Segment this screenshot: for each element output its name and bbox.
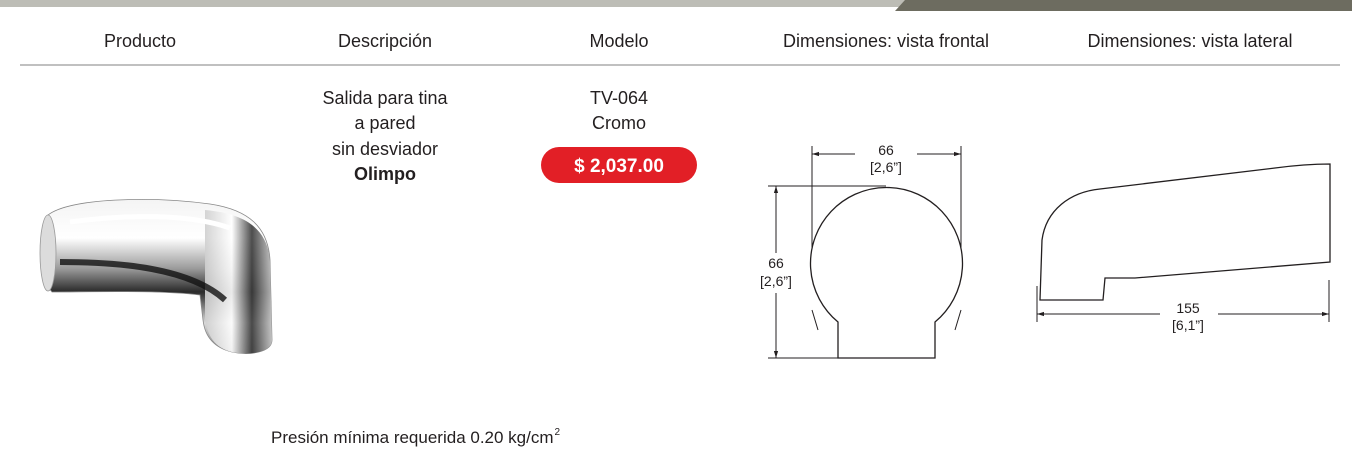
note-superscript: 2 [555, 427, 561, 438]
finish: Cromo [592, 113, 646, 133]
price-badge [541, 147, 697, 183]
product-image [39, 199, 273, 354]
model: TV-064 [590, 88, 648, 108]
dimension-label: 66 [768, 255, 784, 271]
description-line: a pared [354, 113, 415, 133]
top-bar [0, 0, 1352, 7]
dimension-label: [2,6”] [870, 159, 902, 175]
dimension-label: [6,1”] [1172, 317, 1204, 333]
dimension-label: 155 [1176, 300, 1200, 316]
product-line: Olimpo [354, 164, 416, 184]
column-header: Modelo [589, 31, 648, 51]
side-view-drawing [1036, 163, 1331, 336]
column-header: Descripción [338, 31, 432, 51]
column-header: Dimensiones: vista lateral [1087, 31, 1292, 51]
column-header: Dimensiones: vista frontal [783, 31, 989, 51]
description-line: Salida para tina [322, 88, 448, 108]
column-header: Producto [104, 31, 176, 51]
price: $ 2,037.00 [574, 156, 664, 177]
note: Presión mínima requerida 0.20 kg/cm [271, 428, 554, 447]
description-line: sin desviador [332, 139, 438, 159]
front-view-drawing [752, 142, 964, 359]
top-bar-accent [895, 0, 1352, 11]
dimension-label: 66 [878, 142, 894, 158]
dimension-label: [2,6”] [760, 273, 792, 289]
